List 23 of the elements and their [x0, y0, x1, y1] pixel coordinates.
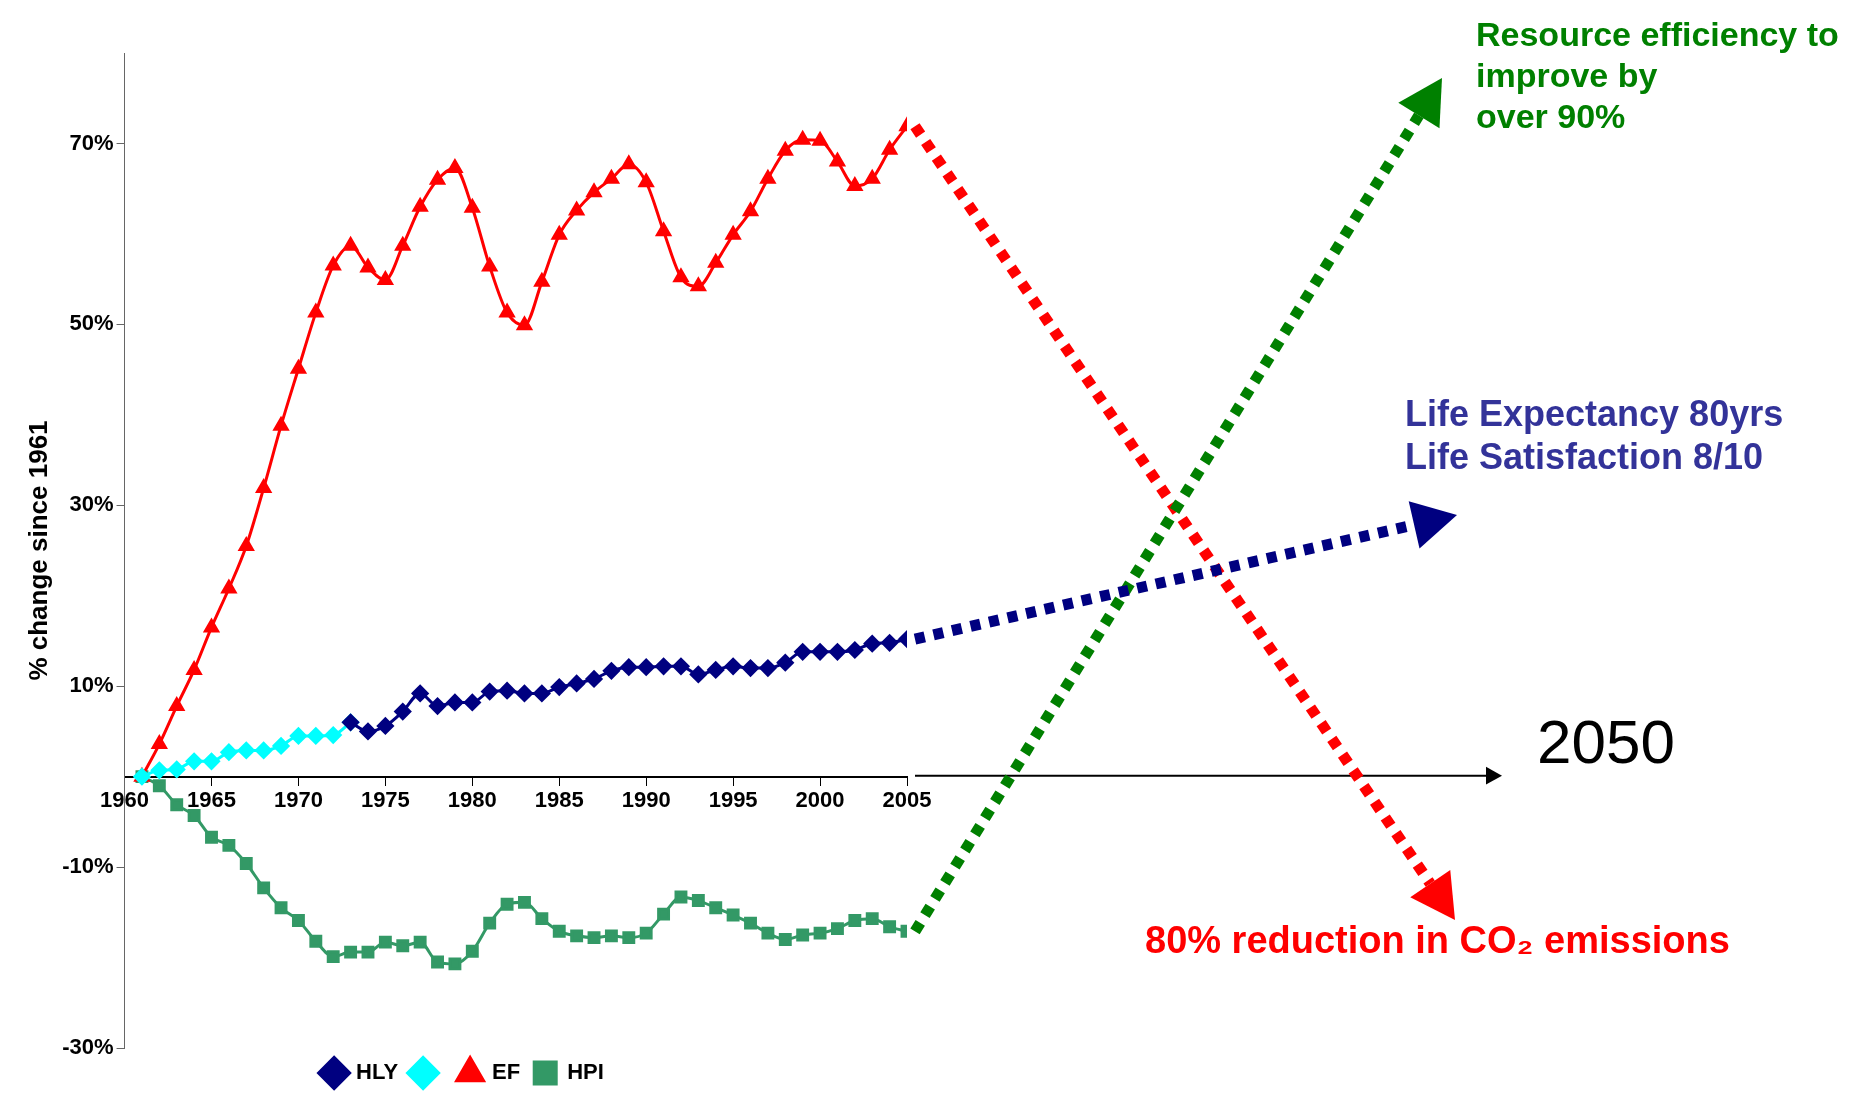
x-tick-label: 1990	[621, 786, 671, 812]
text: Resource efficiency to improve by over 90%	[1476, 14, 1839, 137]
text: 80% reduction in CO₂ emissions	[1145, 918, 1730, 963]
x-tick-label: 1995	[708, 786, 758, 812]
x-tick-label: 2005	[882, 786, 932, 812]
y-tick-label: 50%	[69, 310, 114, 336]
x-tick-label: 1970	[273, 786, 323, 812]
legend-label: EF	[492, 1059, 521, 1085]
y-tick-label: 30%	[69, 491, 114, 517]
y-tick-label: 10%	[69, 672, 114, 698]
y-tick-label: -30%	[62, 1034, 114, 1060]
text: Life Expectancy 80yrs Life Satisfaction 8/10	[1405, 392, 1784, 479]
x-tick-label: 1965	[187, 786, 236, 812]
x-tick-label: 1980	[447, 786, 497, 812]
x-tick-label: 1985	[534, 786, 584, 812]
y-tick-label: -10%	[62, 853, 114, 879]
x-tick-label: 1975	[360, 786, 410, 812]
legend-label: HLY	[356, 1059, 399, 1085]
y-axis-title: % change since 1961	[22, 420, 53, 681]
text: 2050	[1537, 706, 1675, 778]
y-tick-label: 70%	[69, 129, 114, 155]
legend-label: HPI	[567, 1059, 604, 1085]
x-tick-label: 2000	[795, 786, 845, 812]
